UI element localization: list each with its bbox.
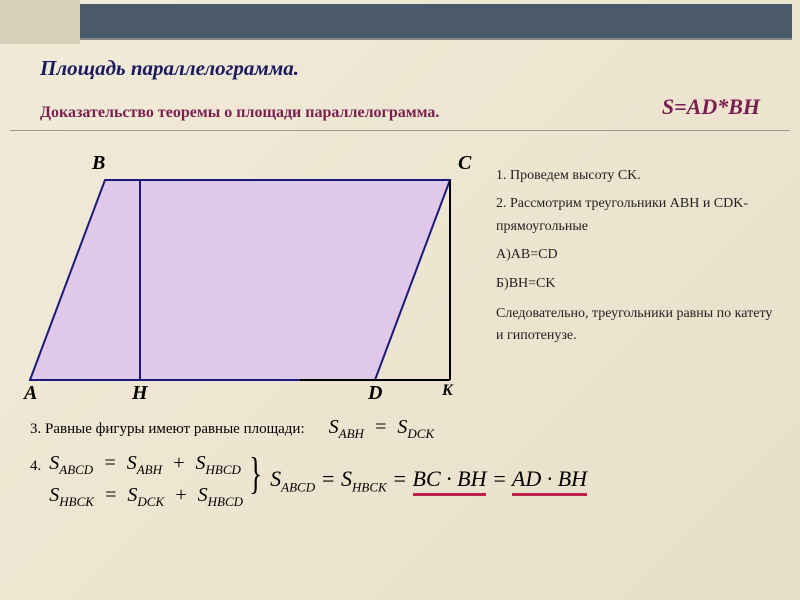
parallelogram-diagram: A B C D H K [20,150,480,400]
line4-label: 4. [30,458,41,475]
step-1: Проведем высоту CK. [496,165,780,187]
bottom-equations: 3. Равные фигуры имеют равные площади: S… [30,412,780,510]
step-2b: Б)BH=CK [496,273,780,295]
eq-2: SHBCK = SDCK + SHBCD [49,484,243,510]
result-bc-bh: BC · BH [413,466,487,496]
line3-label: 3. Равные фигуры имеют равные площади: [30,421,305,438]
brace-icon: } [249,452,262,496]
vertex-a: A [24,382,37,405]
vertex-h: H [132,382,148,405]
equation-group: SABCD = SABH + SHBCD SHBCK = SDCK + SHBC… [49,452,243,510]
line3-eq: SABH = SDCK [329,416,435,442]
line-4: 4. SABCD = SABH + SHBCD SHBCK = SDCK + S… [30,452,780,510]
subtitle: Доказательство теоремы о площади паралле… [40,104,439,122]
page-title: Площадь параллелограмма. [40,56,299,81]
vertex-d: D [368,382,382,405]
proof-steps: Проведем высоту CK. Рассмотрим треугольн… [490,165,780,348]
vertex-k: K [442,382,453,400]
step-2: Рассмотрим треугольники ABH и CDK-прямоу… [496,193,780,238]
step-2a: А)AB=CD [496,244,780,266]
line-3: 3. Равные фигуры имеют равные площади: S… [30,416,780,442]
parallelogram-shape [30,180,450,380]
divider [10,130,790,131]
vertex-b: B [92,152,105,175]
header-bar [8,4,792,40]
diagram-svg [20,150,480,410]
result-ad-bh: AD · BH [512,466,587,496]
eq-1: SABCD = SABH + SHBCD [49,452,243,478]
main-formula: S=AD*BH [662,94,760,120]
vertex-c: C [458,152,471,175]
step-conclusion: Следовательно, треугольники равны по кат… [496,303,780,348]
result-equation: SABCD = SHBCK = BC · BH = AD · BH [270,466,587,495]
